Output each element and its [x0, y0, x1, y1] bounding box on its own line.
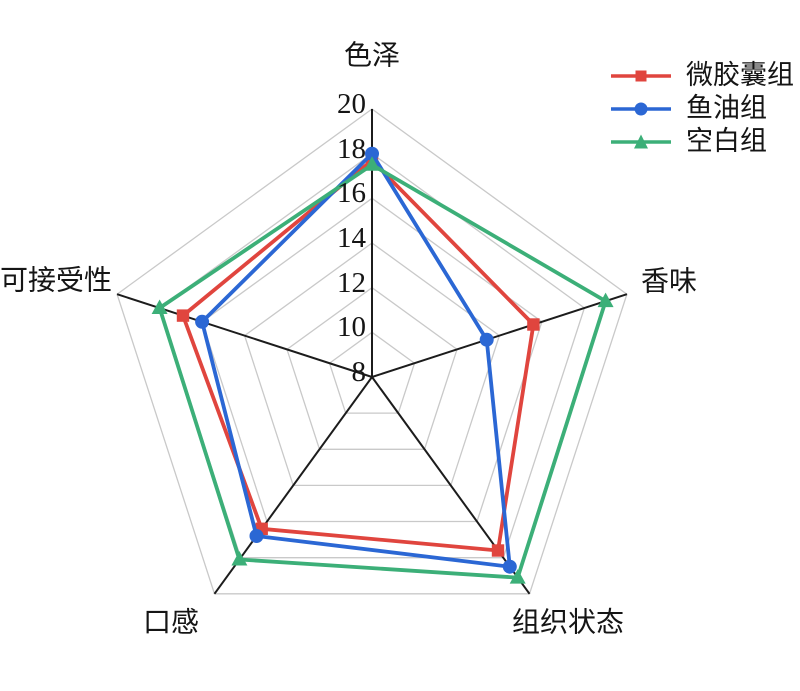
radial-tick-label-12: 12: [337, 267, 366, 299]
radial-tick-label-16: 16: [337, 177, 366, 209]
radial-tick-label-18: 18: [337, 133, 366, 165]
marker-square-series0-axis1: [527, 318, 540, 331]
legend-triangle-swatch-icon: [611, 134, 671, 148]
marker-circle-series1-axis2: [502, 559, 517, 574]
radial-tick-label-8: 8: [351, 356, 367, 388]
marker-square-series0-axis4: [176, 309, 190, 322]
axis-spoke-2: [371, 376, 531, 595]
axis-label-1: 香味: [641, 266, 698, 298]
grid-ring-20: [116, 108, 628, 595]
axis-label-3: 口感: [142, 607, 200, 639]
grid-ring-14: [243, 242, 501, 487]
marker-triangle-series2-axis4: [151, 299, 168, 314]
radial-tick-label-20: 20: [337, 88, 366, 120]
legend-label-2: 空白组: [686, 126, 767, 156]
axis-label-4: 可接受性: [0, 265, 112, 297]
legend-square-swatch-icon: [611, 70, 671, 81]
legend-label-0: 微胶囊组: [686, 60, 794, 90]
legend-item-1: 鱼油组: [611, 92, 794, 125]
legend: 微胶囊组 鱼油组 空白组: [611, 59, 794, 158]
legend-circle-swatch-icon: [611, 102, 671, 115]
marker-circle-series1-axis1: [479, 332, 494, 347]
marker-triangle-series2-axis3: [231, 551, 248, 566]
grid-ring-12: [286, 286, 458, 450]
axis-spoke-1: [371, 293, 628, 378]
marker-circle-series1-axis3: [249, 529, 264, 543]
marker-triangle-series2-axis2: [509, 569, 526, 584]
series-line-0: [181, 158, 536, 553]
legend-item-0: 微胶囊组: [611, 59, 794, 92]
marker-triangle-series2-axis0: [364, 156, 380, 171]
marker-circle-series1-axis4: [195, 314, 210, 329]
legend-label-1: 鱼油组: [686, 93, 767, 123]
axis-label-0: 色泽: [343, 40, 401, 72]
marker-square-series0-axis2: [491, 544, 505, 557]
series-line-1: [200, 151, 512, 569]
series-line-2: [157, 162, 608, 580]
legend-item-2: 空白组: [611, 125, 794, 158]
grid-ring-10: [328, 331, 416, 414]
radial-tick-label-14: 14: [337, 222, 366, 254]
marker-circle-series1-axis0: [365, 146, 379, 161]
axis-label-2: 组织状态: [511, 607, 625, 639]
marker-triangle-series2-axis1: [597, 292, 614, 308]
radial-tick-label-10: 10: [337, 311, 366, 343]
grid-ring-16: [201, 197, 543, 523]
